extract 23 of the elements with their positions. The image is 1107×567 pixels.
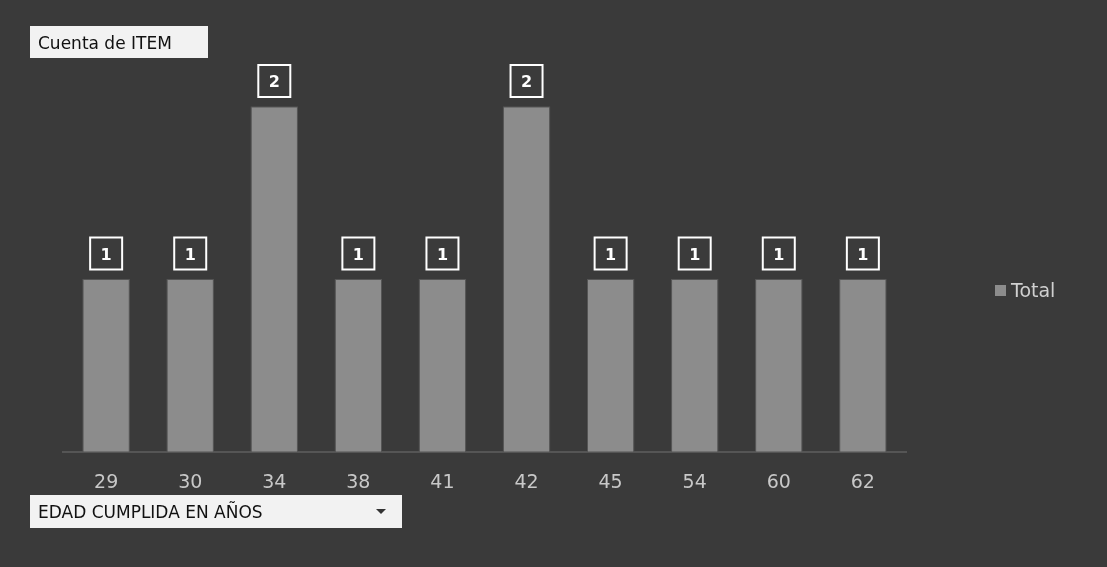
chart-title: Cuenta de ITEM	[38, 33, 172, 53]
x-tick-label: 62	[850, 470, 875, 492]
x-tick-label: 60	[766, 470, 791, 492]
data-label: 1	[605, 244, 617, 264]
legend-label: Total	[1010, 279, 1056, 301]
x-tick-label: 38	[346, 470, 371, 492]
x-tick-label: 34	[262, 470, 287, 492]
x-tick-label: 42	[514, 470, 539, 492]
x-tick-label: 30	[178, 470, 203, 492]
data-label: 1	[184, 244, 196, 264]
x-tick-label: 41	[430, 470, 455, 492]
x-tick-label: 54	[682, 470, 707, 492]
data-label: 1	[857, 244, 869, 264]
data-label: 1	[352, 244, 364, 264]
x-tick-label: 45	[598, 470, 623, 492]
data-label: 2	[268, 72, 280, 91]
x-tick-label: 29	[94, 470, 119, 492]
x-axis-title: EDAD CUMPLIDA EN AÑOS	[38, 501, 263, 522]
data-label: 1	[689, 244, 701, 264]
data-label: 1	[773, 244, 785, 264]
data-label: 1	[100, 244, 112, 264]
data-label: 2	[520, 72, 533, 91]
data-label: 1	[436, 244, 449, 264]
